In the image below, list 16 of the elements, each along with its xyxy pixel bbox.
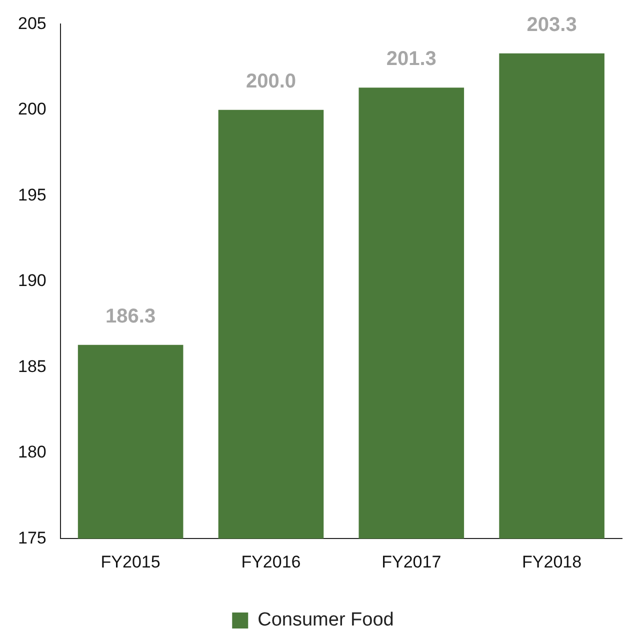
y-tick-label: 200: [18, 100, 46, 119]
x-tick-label: FY2018: [522, 552, 582, 572]
y-tick-label: 195: [18, 185, 46, 204]
y-tick-label: 190: [18, 271, 46, 290]
x-tick-label: FY2016: [241, 552, 301, 572]
legend-label: Consumer Food: [258, 610, 394, 631]
data-label: 200.0: [246, 70, 296, 92]
y-tick-label: 185: [18, 356, 46, 376]
x-tick-label: FY2015: [100, 552, 160, 572]
y-tick-label: 180: [18, 442, 46, 462]
data-label: 201.3: [386, 48, 436, 70]
data-label: 203.3: [526, 14, 577, 36]
y-tick-label: 175: [18, 528, 46, 548]
y-tick-label: 205: [18, 14, 46, 33]
x-tick-label: FY2017: [382, 552, 442, 572]
data-label: 186.3: [106, 305, 156, 328]
